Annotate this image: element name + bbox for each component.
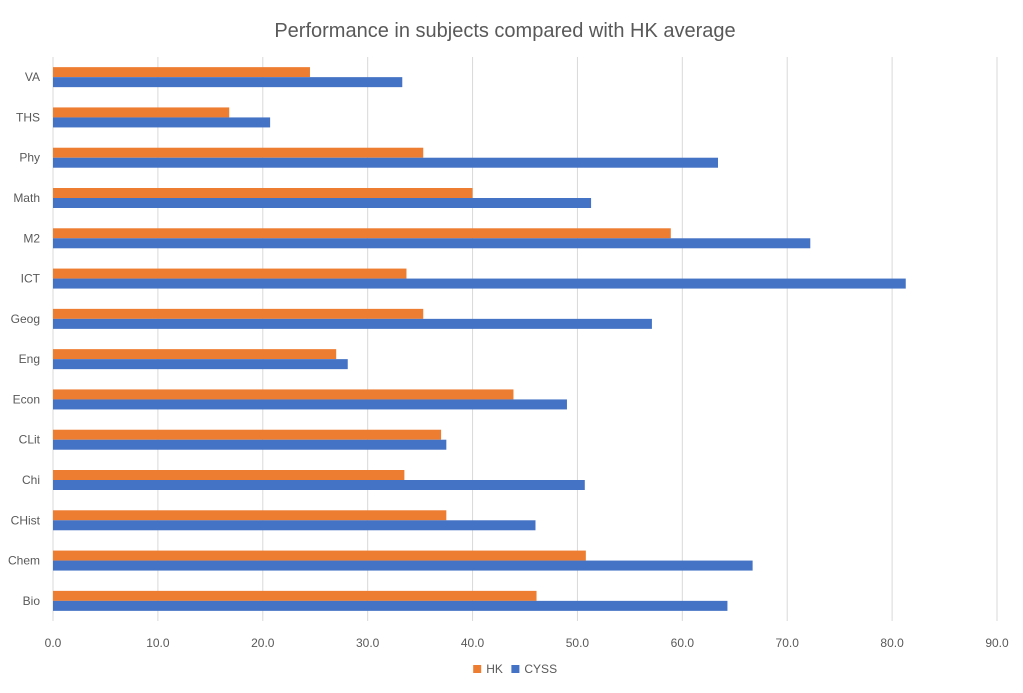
bar-cyss-va [53,77,403,88]
bar-cyss-math [53,198,592,208]
x-tick-label: 70.0 [776,636,800,650]
bar-cyss-ths [53,117,271,128]
legend-swatch-cyss [511,665,520,673]
bar-cyss-chi [53,480,585,490]
x-axis-tick-labels: 0.0 10.0 20.0 30.0 40.0 50.0 60.0 70.0 80.0 90.0 [45,636,1009,650]
bar-cyss-clit [53,439,447,450]
bar-hk-math [53,188,473,198]
bar-hk-econ [53,389,514,400]
bar-hk-va [53,67,310,78]
category-label: Math [13,191,40,205]
category-labels: Bio Chem CHist Chi CLit Econ Eng Geog ICT M2 Math P… [8,70,41,608]
legend-label-hk: HK [486,662,503,676]
bar-hk-bio [53,590,537,601]
bar-hk-clit [53,429,442,440]
legend-label-cyss: CYSS [524,662,557,676]
bar-cyss-eng [53,359,348,370]
category-label: Eng [19,352,40,366]
legend-swatch-hk [473,665,482,673]
bar-hk-phy [53,147,424,158]
category-label: CHist [11,513,41,527]
category-label: Chi [22,473,40,487]
category-label: Chem [8,554,40,568]
category-label: Econ [13,392,40,406]
x-tick-label: 30.0 [356,636,380,650]
bar-cyss-geog [53,318,652,329]
bar-hk-eng [53,349,337,360]
category-label: Bio [23,594,41,608]
category-label: CLit [19,433,41,447]
bar-cyss-m2 [53,238,811,249]
x-tick-label: 80.0 [880,636,904,650]
category-label: Geog [11,312,40,326]
bar-cyss-chist [53,520,536,531]
category-label: ICT [21,272,41,286]
bar-cyss-ict [53,278,906,289]
bar-cyss-bio [53,600,728,611]
x-tick-label: 20.0 [251,636,275,650]
x-tick-label: 40.0 [461,636,485,650]
legend: HK CYSS [473,662,557,676]
category-label: M2 [23,231,40,245]
bar-hk-chi [53,470,405,480]
bar-cyss-chem [53,560,753,571]
category-label: Phy [19,151,40,165]
bar-hk-geog [53,308,424,319]
x-tick-label: 50.0 [566,636,590,650]
bar-cyss-phy [53,157,718,168]
gridlines [52,57,998,621]
bar-hk-chist [53,510,447,521]
category-label: VA [25,70,40,84]
bar-hk-m2 [53,228,671,239]
chart-title: Performance in subjects compared with HK… [274,20,735,42]
x-tick-label: 60.0 [671,636,695,650]
bars [53,67,906,611]
x-tick-label: 90.0 [985,636,1009,650]
bar-hk-ict [53,268,407,279]
category-label: THS [16,110,40,124]
bar-hk-chem [53,550,586,561]
bar-hk-ths [53,107,230,118]
x-tick-label: 0.0 [45,636,62,650]
x-tick-label: 10.0 [146,636,170,650]
bar-cyss-econ [53,399,567,410]
